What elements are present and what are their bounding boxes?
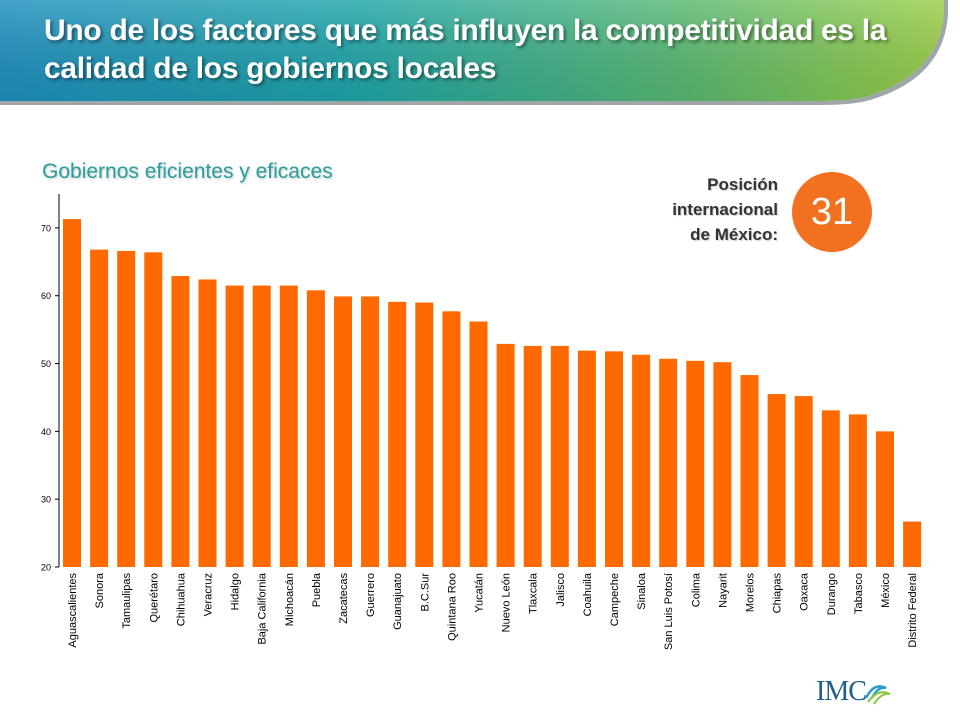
bar bbox=[903, 521, 922, 567]
bar bbox=[767, 394, 786, 567]
x-tick-label: Querétaro bbox=[148, 573, 160, 623]
bar bbox=[876, 431, 894, 567]
x-tick-label: Campeche bbox=[609, 573, 621, 626]
x-tick-label: Chihuahua bbox=[175, 572, 187, 626]
x-tick-label: Jalisco bbox=[555, 573, 567, 607]
bar bbox=[171, 276, 190, 567]
y-tick-label: 70 bbox=[41, 223, 51, 233]
bar bbox=[361, 296, 380, 567]
bars bbox=[63, 219, 922, 568]
bar bbox=[659, 358, 678, 567]
bar bbox=[252, 285, 271, 567]
x-tick-label: B.C.Sur bbox=[419, 573, 431, 612]
x-tick-label: Zacatecas bbox=[338, 573, 350, 624]
bar bbox=[144, 252, 163, 567]
bar bbox=[442, 311, 461, 567]
x-tick-label: Puebla bbox=[311, 572, 323, 607]
y-tick-label: 40 bbox=[41, 427, 51, 437]
x-tick-label: Morelos bbox=[745, 573, 757, 613]
bar bbox=[388, 301, 407, 567]
y-tick-label: 60 bbox=[41, 291, 51, 301]
y-axis: 20 30 40 50 60 70 bbox=[41, 194, 60, 573]
x-tick-label: Michoacán bbox=[284, 573, 296, 626]
bar bbox=[605, 351, 623, 567]
position-label: Posición internacional de México: bbox=[640, 172, 778, 247]
x-tick-label: Guanajuato bbox=[392, 573, 404, 630]
imco-logo: IMC bbox=[816, 676, 892, 712]
x-tick-label: Nuevo León bbox=[501, 573, 513, 632]
y-tick-label: 30 bbox=[41, 495, 51, 505]
x-tick-label: Colima bbox=[690, 572, 702, 607]
bar bbox=[225, 285, 244, 567]
x-tick-label: Hidalgo bbox=[230, 573, 242, 610]
x-tick-label: Tabasco bbox=[853, 573, 865, 614]
x-tick-label: Yucatán bbox=[474, 573, 486, 613]
x-tick-label: Distrito Federal bbox=[907, 573, 919, 648]
bar bbox=[686, 360, 705, 567]
bar bbox=[90, 249, 109, 568]
bar bbox=[632, 354, 651, 567]
bar bbox=[469, 321, 488, 567]
bar-chart: 20 30 40 50 60 70 Aguascalientes Sonora Tamauli… bbox=[41, 194, 922, 650]
x-tick-label: Sonora bbox=[94, 572, 106, 608]
bar bbox=[63, 219, 81, 568]
header-banner: Uno de los factores que más influyen la … bbox=[0, 0, 960, 112]
bar bbox=[794, 396, 813, 567]
bar bbox=[713, 362, 732, 567]
x-tick-label: San Luis Potosí bbox=[663, 573, 675, 650]
bar bbox=[306, 290, 325, 567]
bar bbox=[334, 296, 352, 567]
x-tick-label: Sinaloa bbox=[636, 572, 648, 610]
position-label-line-1: Posición bbox=[707, 175, 778, 194]
x-tick-label: Coahuila bbox=[582, 572, 594, 616]
x-tick-label: Tlaxcala bbox=[528, 572, 540, 614]
x-tick-label: Quintana Roo bbox=[446, 573, 458, 641]
position-value-badge: 31 bbox=[792, 172, 872, 252]
y-tick-label: 20 bbox=[41, 563, 51, 573]
bar bbox=[198, 279, 217, 567]
bar bbox=[821, 410, 840, 567]
x-tick-label: Tamaulipas bbox=[121, 573, 133, 629]
x-axis-labels: Aguascalientes Sonora Tamaulipas Querétaro C… bbox=[67, 572, 919, 650]
x-tick-label: Veracruz bbox=[203, 573, 215, 616]
x-tick-label: México bbox=[880, 573, 892, 608]
x-tick-label: Nayarit bbox=[717, 573, 729, 608]
y-tick-label: 50 bbox=[41, 359, 51, 369]
bar bbox=[577, 350, 596, 567]
bar bbox=[496, 343, 515, 567]
x-tick-label: Durango bbox=[826, 573, 838, 615]
bar bbox=[740, 375, 759, 567]
logo-text: IMC bbox=[816, 676, 867, 707]
bar bbox=[279, 285, 298, 567]
bar bbox=[523, 345, 542, 567]
header-banner-shape bbox=[0, 0, 948, 105]
logo-swirl-icon bbox=[864, 685, 891, 705]
position-label-line-2: internacional bbox=[672, 200, 778, 219]
x-tick-label: Chiapas bbox=[772, 573, 784, 614]
chart-subtitle: Gobiernos eficientes y eficaces bbox=[42, 160, 333, 183]
bar bbox=[415, 302, 434, 567]
x-tick-label: Aguascalientes bbox=[67, 573, 79, 648]
bar bbox=[848, 414, 867, 567]
bar bbox=[117, 250, 136, 567]
position-label-line-3: de México: bbox=[690, 225, 778, 244]
page-title: Uno de los factores que más influyen la … bbox=[44, 14, 887, 85]
x-tick-label: Oaxaca bbox=[799, 572, 811, 611]
bar bbox=[550, 345, 569, 567]
x-tick-label: Baja California bbox=[257, 572, 269, 644]
x-tick-label: Guerrero bbox=[365, 573, 377, 617]
